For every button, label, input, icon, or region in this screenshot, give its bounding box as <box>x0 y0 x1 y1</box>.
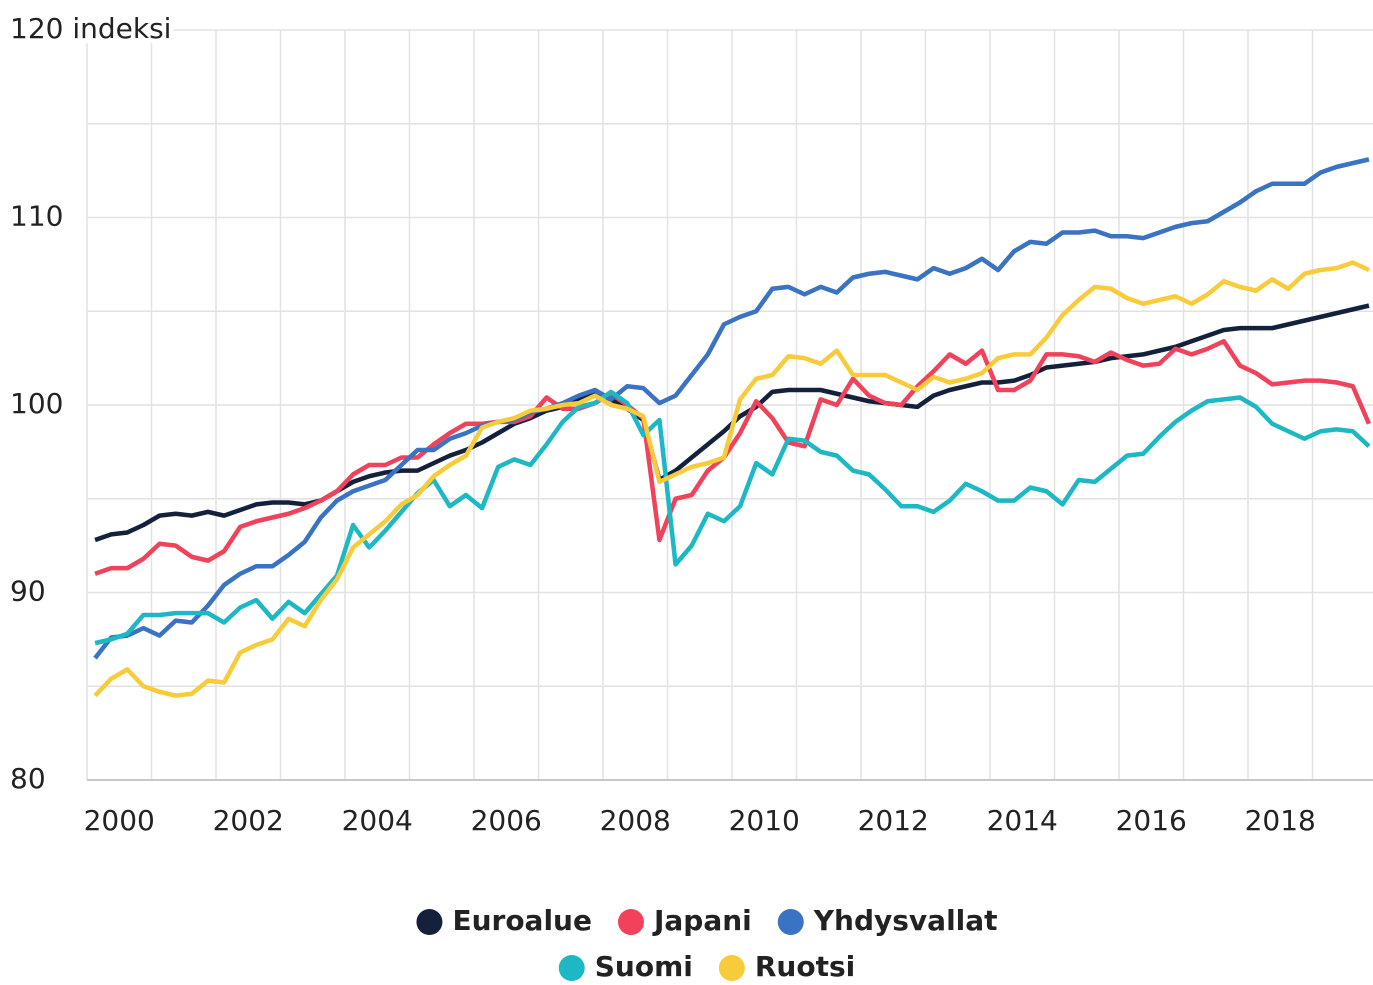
x-tick-label: 2002 <box>213 804 284 837</box>
series-line <box>93 260 1370 698</box>
legend-label: Yhdysvallat <box>813 904 998 937</box>
y-tick-label: 90 <box>10 575 46 608</box>
y-tick-label: 100 <box>10 387 63 420</box>
series-line <box>94 339 1372 576</box>
y-tick-label: 120 indeksi <box>10 12 171 45</box>
x-tick-label: 2006 <box>471 804 542 837</box>
legend-swatch <box>718 955 745 981</box>
x-tick-label: 2008 <box>600 804 671 837</box>
legend-label: Ruotsi <box>755 950 855 983</box>
legend-row: Euroalue Japani Yhdysvallat <box>416 904 998 937</box>
legend-label: Euroalue <box>452 904 592 937</box>
legend-swatch <box>416 909 443 935</box>
legend-label: Suomi <box>595 950 693 983</box>
series-line <box>94 389 1371 646</box>
x-tick-label: 2012 <box>858 804 929 837</box>
x-tick-label: 2010 <box>729 804 800 837</box>
series-line <box>93 157 1370 660</box>
x-tick-label: 2016 <box>1116 804 1187 837</box>
y-tick-label: 80 <box>10 762 46 795</box>
legend-swatch <box>777 909 804 935</box>
x-tick-label: 2000 <box>84 804 155 837</box>
legend-swatch <box>617 909 644 935</box>
legend-row: Suomi Ruotsi <box>558 950 855 983</box>
y-tick-label: 110 <box>10 200 63 233</box>
legend-label: Japani <box>652 904 752 937</box>
x-tick-label: 2018 <box>1245 804 1316 837</box>
legend-swatch <box>558 955 585 981</box>
x-tick-label: 2014 <box>987 804 1058 837</box>
x-tick-label: 2004 <box>342 804 413 837</box>
